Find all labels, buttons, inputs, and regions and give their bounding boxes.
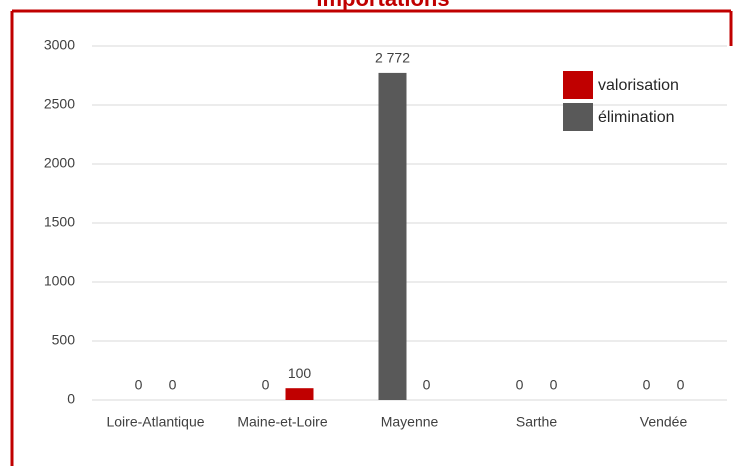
data-label: 0	[135, 377, 143, 393]
data-label: 0	[262, 377, 270, 393]
data-label: 0	[677, 377, 685, 393]
data-label: 0	[423, 377, 431, 393]
data-label: 0	[643, 377, 651, 393]
legend-swatch	[563, 71, 593, 99]
y-tick-label: 500	[52, 332, 76, 348]
x-tick-label: Loire-Atlantique	[106, 414, 204, 430]
x-tick-label: Sarthe	[516, 414, 557, 430]
data-label: 0	[550, 377, 558, 393]
data-label: 0	[169, 377, 177, 393]
y-tick-label: 1000	[44, 273, 75, 289]
y-tick-label: 1500	[44, 214, 75, 230]
legend-label: élimination	[598, 109, 674, 126]
x-tick-label: Vendée	[640, 414, 688, 430]
y-tick-label: 2000	[44, 155, 75, 171]
data-label: 0	[516, 377, 524, 393]
y-tick-label: 3000	[44, 37, 75, 53]
bar	[378, 72, 407, 401]
y-tick-label: 0	[67, 391, 75, 407]
data-label: 2 772	[375, 50, 410, 66]
chart-title: Importations	[316, 0, 449, 11]
bar	[285, 388, 314, 400]
x-tick-label: Mayenne	[381, 414, 439, 430]
y-tick-label: 2500	[44, 96, 75, 112]
legend-swatch	[563, 103, 593, 131]
x-tick-label: Maine-et-Loire	[237, 414, 327, 430]
legend-label: valorisation	[598, 77, 679, 94]
data-label: 100	[288, 365, 312, 381]
